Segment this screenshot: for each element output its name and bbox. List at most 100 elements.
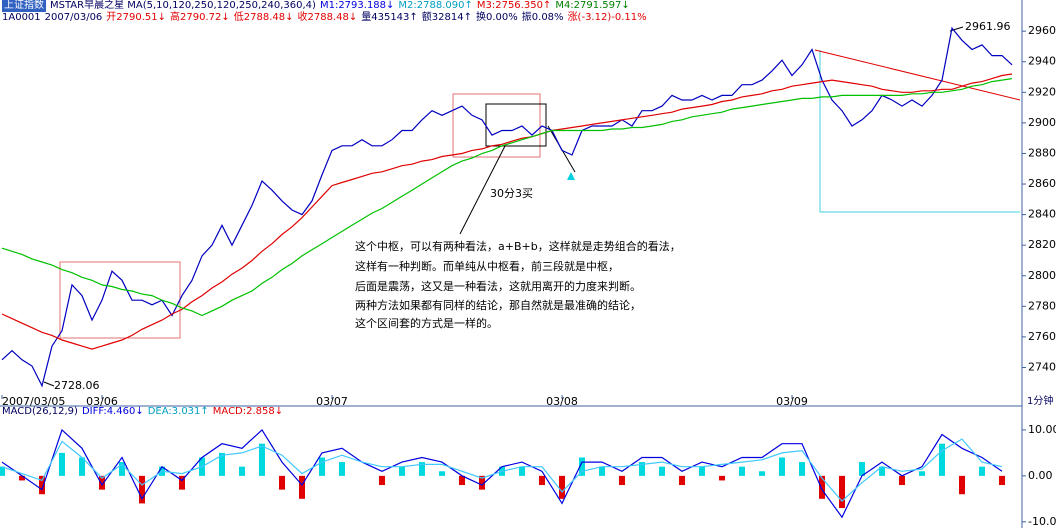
ma-value: M2:2788.090↑	[398, 0, 473, 11]
macd-bar	[859, 462, 865, 476]
macd-bar	[39, 475, 45, 495]
macd-bar	[959, 475, 965, 495]
y-tick-label: 0.00	[1028, 469, 1053, 482]
y-tick-label: 2860	[1028, 177, 1056, 190]
x-tick-label: 03/06	[86, 395, 118, 408]
macd-bar	[619, 475, 625, 486]
annotation: 2961.96	[965, 20, 1011, 33]
macd-bar	[19, 475, 25, 481]
series-line	[1, 73, 1013, 350]
pointer-line	[459, 145, 506, 235]
macd-bar	[599, 466, 605, 476]
macd-bar	[819, 475, 825, 499]
code: 1A0001	[2, 12, 41, 23]
annotation: 这样有一种判断。而单纯从中枢看，前三段就是中枢，	[355, 259, 619, 273]
quote: 低2788.48↓	[233, 12, 294, 23]
y-tick-label: 2880	[1028, 146, 1056, 159]
annotation: 这个中枢，可以有两种看法，a+B+b，这样就是走势组合的看法，	[355, 239, 681, 253]
macd-header: MACD(26,12,9) DIFF:4.460↓ DEA:3.031↑ MAC…	[2, 406, 283, 418]
y-tick-label: 2780	[1028, 299, 1056, 312]
macd-bar	[679, 475, 685, 486]
quote: 开2790.51↓	[106, 12, 167, 23]
study-name: MACD(26,12,9)	[2, 406, 78, 417]
macd-value: DEA:3.031↑	[147, 406, 209, 417]
macd-bar	[779, 457, 785, 476]
annotation: 后面是震荡，这又是一种看法，这就用离开的力度来判断。	[355, 279, 641, 293]
annotation: 这个区间套的方式是一样的。	[355, 316, 498, 330]
y-tick-label: 2920	[1028, 85, 1056, 98]
macd-bar	[979, 466, 985, 476]
y-tick-label: 2940	[1028, 55, 1056, 68]
macd-bar	[299, 475, 305, 499]
y-tick-label: 2740	[1028, 360, 1056, 373]
macd-bar	[939, 443, 945, 476]
macd-bar	[919, 471, 925, 476]
y-tick-label: 10.00	[1028, 423, 1056, 436]
macd-bar	[759, 471, 765, 476]
macd-bar	[579, 457, 585, 476]
quote: 额32814↑	[421, 12, 472, 23]
macd-bar	[539, 475, 545, 486]
y-tick-label: 2800	[1028, 269, 1056, 282]
macd-bar	[0, 466, 5, 476]
macd-bar	[559, 475, 565, 499]
macd-bar	[639, 462, 645, 476]
series-line	[1, 438, 1003, 502]
macd-bar	[799, 462, 805, 476]
study-name: MSTAR早晨之星 MA(5,10,120,250,120,250,240,36…	[50, 0, 316, 11]
series-line	[1, 78, 1013, 317]
macd-bar	[699, 466, 705, 476]
y-tick-label: 2960	[1028, 24, 1056, 37]
annotation: 2728.06	[54, 379, 100, 392]
macd-bar	[839, 475, 845, 509]
macd-bar	[519, 466, 525, 476]
macd-bar	[119, 462, 125, 476]
macd-bar	[459, 475, 465, 486]
macd-bar	[99, 475, 105, 490]
x-tick-label: 03/09	[776, 395, 808, 408]
macd-bar	[379, 475, 385, 486]
date: 2007/03/06	[44, 12, 103, 23]
y-tick-label: 2820	[1028, 238, 1056, 251]
quote: 换0.00%	[476, 12, 518, 23]
macd-bar	[719, 475, 725, 481]
macd-bar	[59, 452, 65, 476]
series-line	[1, 428, 1003, 519]
y-tick-label: 2760	[1028, 330, 1056, 343]
quote: 量435143↑	[361, 12, 418, 23]
macd-bar	[879, 466, 885, 476]
macd-bar	[79, 457, 85, 476]
y-tick-label: -10.00	[1028, 515, 1056, 528]
quote: 高2790.72↓	[170, 12, 230, 23]
macd-bar	[319, 457, 325, 476]
annotation: 两种方法如果都有同样的结论，那自然就是最准确的结论，	[355, 298, 641, 312]
header-row: 上证指数 MSTAR早晨之星 MA(5,10,120,250,120,250,2…	[2, 0, 630, 12]
macd-value: MACD:2.858↓	[212, 406, 284, 417]
macd-bar	[279, 475, 285, 490]
annotation: 30分3买	[490, 187, 533, 200]
period-label: 1分钟	[1027, 396, 1054, 407]
quote-row: 1A0001 2007/03/06 开2790.51↓ 高2790.72↓ 低2…	[2, 12, 647, 24]
ma-value: M1:2793.188↓	[319, 0, 395, 11]
macd-bar	[479, 475, 485, 490]
macd-bar	[739, 466, 745, 476]
macd-bar	[439, 471, 445, 476]
x-tick-label: 03/08	[546, 395, 578, 408]
series-line	[1, 26, 1013, 388]
macd-bar	[339, 462, 345, 476]
y-tick-label: 2840	[1028, 208, 1056, 221]
ma-value: M3:2756.350↑	[476, 0, 552, 11]
quote: 涨(-3.12)-0.11%	[567, 12, 647, 23]
macd-bar	[239, 466, 245, 476]
quote: 收2788.48↓	[297, 12, 358, 23]
trend-line	[814, 49, 1021, 101]
period: 1分钟	[1027, 396, 1053, 408]
pivot-box	[452, 93, 541, 158]
y-tick-label: 2900	[1028, 116, 1056, 129]
macd-bar	[399, 466, 405, 476]
macd-bar	[179, 475, 185, 490]
quote: 振0.08%	[521, 12, 564, 23]
index-name: 上证指数	[2, 0, 46, 12]
